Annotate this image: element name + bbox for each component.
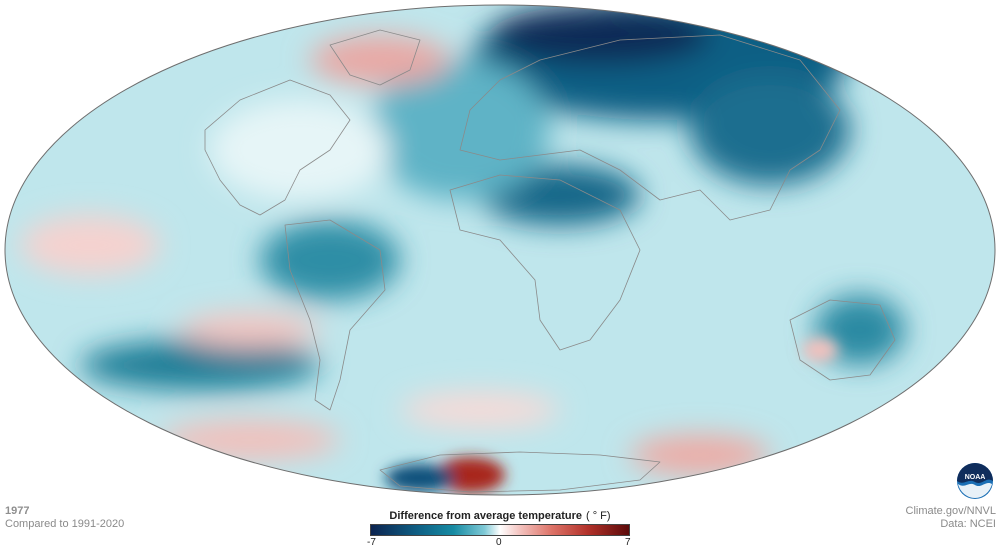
map-info: 1977 Compared to 1991-2020 [5, 505, 124, 531]
australia-outline [789, 299, 896, 381]
noaa-logo-text: NOAA [965, 474, 986, 481]
anomaly-antarctic-cold [385, 464, 455, 492]
legend-title-text: Difference from average temperature [389, 510, 582, 522]
source-credit: Climate.gov/NNVL [905, 505, 996, 517]
year-label: 1977 [5, 505, 30, 517]
anomaly-amazon-cold [260, 220, 400, 300]
anomaly-east-asia-cold [690, 75, 850, 185]
anomaly-arctic-cold [490, 5, 710, 65]
legend-max-label: 7 [625, 537, 631, 548]
anomaly-greenland-warm [310, 35, 450, 85]
legend-ticks: -7 0 7 [367, 536, 631, 550]
legend-min-label: -7 [367, 537, 376, 548]
antarctica-outline [379, 451, 661, 493]
south-america-outline [284, 219, 386, 411]
legend-color-bar [370, 524, 630, 536]
legend-title: Difference from average temperature ( ° F… [370, 510, 630, 522]
anomaly-europe-cool [370, 60, 550, 200]
coastlines [204, 29, 896, 493]
anomaly-antarctic-warm [435, 457, 505, 493]
credits: Climate.gov/NNVL Data: NCEI [906, 505, 996, 531]
eurasia-outline [459, 34, 841, 221]
africa-outline [449, 174, 641, 351]
legend-unit: ( ° F) [586, 510, 611, 522]
noaa-logo-icon: NOAA [957, 463, 993, 499]
anomaly-south-atlantic-warm [400, 392, 560, 428]
anomaly-pacific-warm [20, 215, 160, 275]
globe-outline [4, 4, 996, 496]
anomaly-south-pacific-cold [80, 340, 320, 390]
north-america-outline [204, 79, 351, 216]
anomaly-map [4, 4, 996, 496]
anomaly-southern-ocean-warm [630, 435, 770, 475]
anomaly-south-pacific-warm [180, 312, 320, 348]
anomaly-north-america-mild [210, 100, 390, 200]
world-map-svg [4, 4, 996, 496]
color-legend: Difference from average temperature ( ° F… [367, 510, 631, 550]
greenland-outline [329, 29, 421, 86]
data-credit: Data: NCEI [940, 518, 996, 530]
comparison-label: Compared to 1991-2020 [5, 518, 125, 530]
anomaly-australia-warm-spot [802, 338, 838, 362]
legend-mid-label: 0 [496, 537, 502, 548]
